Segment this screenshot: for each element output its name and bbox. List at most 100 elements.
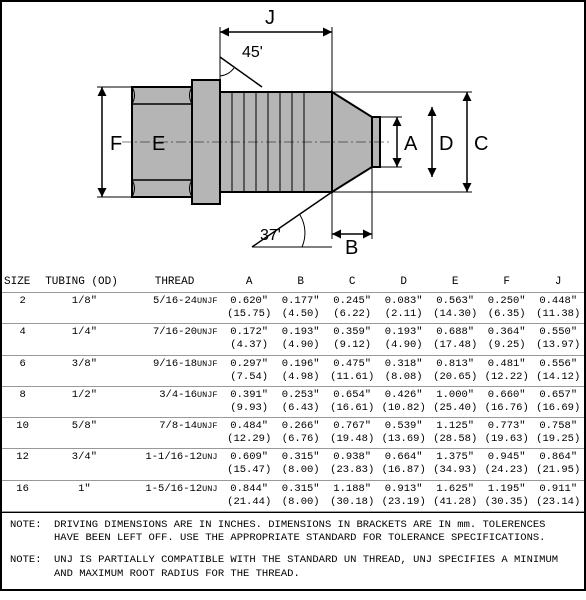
fitting-diagram: J 45' F E A <box>2 2 584 272</box>
cell-J: 0.864"(21.95) <box>532 449 584 480</box>
cell-F: 0.250"(6.35) <box>481 293 533 324</box>
table-row: 105/8"7/8-14UNJF0.484"(12.29)0.266"(6.76… <box>2 418 584 449</box>
cell-D: 0.539"(13.69) <box>378 418 430 449</box>
table-row: 21/8"5/16-24UNJF0.620"(15.75)0.177"(4.50… <box>2 293 584 324</box>
cell-A: 0.844"(21.44) <box>223 480 275 511</box>
th-C: C <box>326 272 378 293</box>
cell-tubing: 5/8" <box>43 418 125 449</box>
cell-size: 2 <box>2 293 43 324</box>
cell-J: 0.556"(14.12) <box>532 355 584 386</box>
cell-E: 1.000"(25.40) <box>429 386 481 417</box>
cell-D: 0.426"(10.82) <box>378 386 430 417</box>
cell-J: 0.657"(16.69) <box>532 386 584 417</box>
cell-E: 0.688"(17.48) <box>429 324 481 355</box>
label-D: D <box>439 133 453 155</box>
cell-F: 0.364"(9.25) <box>481 324 533 355</box>
cell-E: 1.625"(41.28) <box>429 480 481 511</box>
th-A: A <box>223 272 275 293</box>
cell-J: 0.550"(13.97) <box>532 324 584 355</box>
cell-B: 0.177"(4.50) <box>275 293 327 324</box>
dimensions-table-area: SIZE TUBING (OD) THREAD A B C D E F J 21… <box>2 272 584 512</box>
cell-A: 0.620"(15.75) <box>223 293 275 324</box>
cell-F: 0.481"(12.22) <box>481 355 533 386</box>
label-45: 45' <box>242 44 263 61</box>
cell-F: 0.945"(24.23) <box>481 449 533 480</box>
cell-C: 1.188"(30.18) <box>326 480 378 511</box>
cell-thread: 5/16-24UNJF <box>126 293 224 324</box>
cell-size: 4 <box>2 324 43 355</box>
cell-F: 0.660"(16.76) <box>481 386 533 417</box>
table-body: 21/8"5/16-24UNJF0.620"(15.75)0.177"(4.50… <box>2 293 584 512</box>
cell-tubing: 1/8" <box>43 293 125 324</box>
label-E: E <box>152 133 165 155</box>
label-C: C <box>474 133 488 155</box>
cell-thread: 7/8-14UNJF <box>126 418 224 449</box>
note: NOTE:DRIVING DIMENSIONS ARE IN INCHES. D… <box>2 513 584 548</box>
cell-B: 0.196"(4.98) <box>275 355 327 386</box>
cell-D: 0.664"(16.87) <box>378 449 430 480</box>
dim-J: J <box>220 7 332 92</box>
cell-E: 1.375"(34.93) <box>429 449 481 480</box>
label-F: F <box>110 133 122 155</box>
cell-size: 8 <box>2 386 43 417</box>
cell-thread: 1-1/16-12UNJ <box>126 449 224 480</box>
cell-E: 1.125"(28.58) <box>429 418 481 449</box>
cell-A: 0.484"(12.29) <box>223 418 275 449</box>
cell-B: 0.193"(4.90) <box>275 324 327 355</box>
table-row: 161"1-5/16-12UNJ0.844"(21.44)0.315"(8.00… <box>2 480 584 511</box>
cell-J: 0.448"(11.38) <box>532 293 584 324</box>
cell-F: 1.195"(30.35) <box>481 480 533 511</box>
cell-size: 6 <box>2 355 43 386</box>
cell-B: 0.266"(6.76) <box>275 418 327 449</box>
cell-size: 16 <box>2 480 43 511</box>
diagram-svg: J 45' F E A <box>2 2 586 272</box>
cell-tubing: 3/4" <box>43 449 125 480</box>
dimensions-table: SIZE TUBING (OD) THREAD A B C D E F J 21… <box>2 272 584 512</box>
cell-C: 0.938"(23.83) <box>326 449 378 480</box>
label-B: B <box>345 237 358 259</box>
cell-A: 0.609"(15.47) <box>223 449 275 480</box>
th-size: SIZE <box>2 272 43 293</box>
cell-tubing: 1/4" <box>43 324 125 355</box>
cell-C: 0.654"(16.61) <box>326 386 378 417</box>
dim-45: 45' <box>220 44 263 92</box>
th-B: B <box>275 272 327 293</box>
cell-C: 0.767"(19.48) <box>326 418 378 449</box>
th-J: J <box>532 272 584 293</box>
cell-B: 0.253"(6.43) <box>275 386 327 417</box>
note: NOTE:UNJ IS PARTIALLY COMPATIBLE WITH TH… <box>2 548 584 583</box>
cell-tubing: 1/2" <box>43 386 125 417</box>
cell-C: 0.359"(9.12) <box>326 324 378 355</box>
table-row: 123/4"1-1/16-12UNJ0.609"(15.47)0.315"(8.… <box>2 449 584 480</box>
th-thread: THREAD <box>126 272 224 293</box>
cell-D: 0.318"(8.08) <box>378 355 430 386</box>
cell-tubing: 3/8" <box>43 355 125 386</box>
dim-D: D <box>432 107 453 177</box>
table-row: 41/4"7/16-20UNJF0.172"(4.37)0.193"(4.90)… <box>2 324 584 355</box>
dim-37: 37' <box>252 192 332 247</box>
cell-F: 0.773"(19.63) <box>481 418 533 449</box>
cell-A: 0.172"(4.37) <box>223 324 275 355</box>
th-F: F <box>481 272 533 293</box>
label-A: A <box>404 133 418 155</box>
label-37: 37' <box>260 227 281 244</box>
th-E: E <box>429 272 481 293</box>
cell-thread: 3/4-16UNJF <box>126 386 224 417</box>
cell-D: 0.193"(4.90) <box>378 324 430 355</box>
notes-area: NOTE:DRIVING DIMENSIONS ARE IN INCHES. D… <box>2 512 584 590</box>
cell-B: 0.315"(8.00) <box>275 480 327 511</box>
cell-A: 0.297"(7.54) <box>223 355 275 386</box>
cell-thread: 1-5/16-12UNJ <box>126 480 224 511</box>
cell-C: 0.475"(11.61) <box>326 355 378 386</box>
page-container: J 45' F E A <box>0 0 586 591</box>
cell-D: 0.083"(2.11) <box>378 293 430 324</box>
cell-thread: 9/16-18UNJF <box>126 355 224 386</box>
cell-thread: 7/16-20UNJF <box>126 324 224 355</box>
cell-C: 0.245"(6.22) <box>326 293 378 324</box>
table-row: 63/8"9/16-18UNJF0.297"(7.54)0.196"(4.98)… <box>2 355 584 386</box>
dim-A: A <box>380 117 418 167</box>
cell-J: 0.911"(23.14) <box>532 480 584 511</box>
cell-A: 0.391"(9.93) <box>223 386 275 417</box>
table-header-row: SIZE TUBING (OD) THREAD A B C D E F J <box>2 272 584 293</box>
cell-B: 0.315"(8.00) <box>275 449 327 480</box>
